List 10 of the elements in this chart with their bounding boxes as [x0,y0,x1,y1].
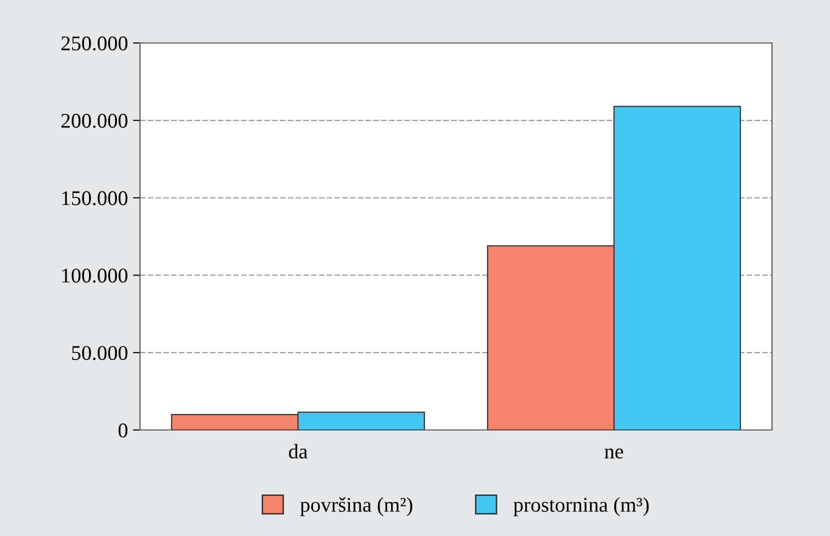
y-tick-label: 50.000 [72,346,128,360]
y-tick-label: 100.000 [62,268,128,283]
legend-label: površina (m²) [300,497,412,516]
x-tick-label: da [288,444,308,459]
y-tick-label: 0 [118,423,128,438]
y-tick-label: 200.000 [61,114,128,128]
x-tick-label: ne [604,448,624,459]
y-tick-label: 150.000 [62,191,128,206]
y-tick-label: 250.000 [61,36,128,51]
legend-label: prostornina (m³) [514,497,649,516]
